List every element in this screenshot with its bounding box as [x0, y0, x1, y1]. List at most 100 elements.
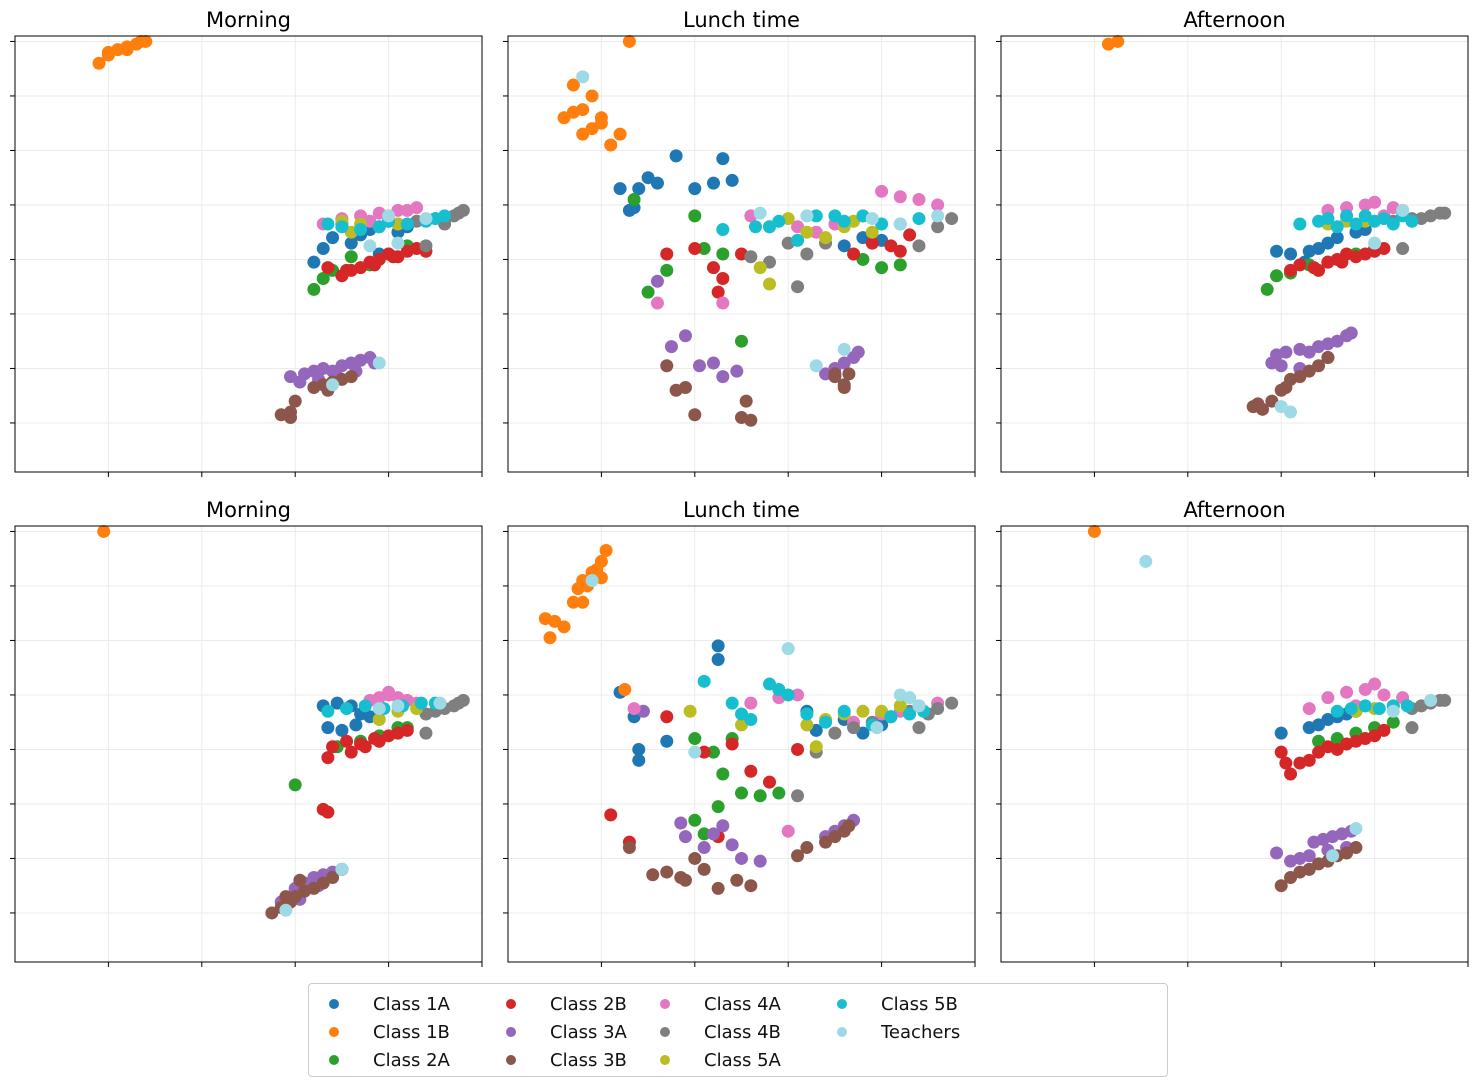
- data-point: [344, 236, 358, 250]
- axes-frame: [14, 525, 483, 963]
- data-point: [344, 250, 358, 264]
- data-point: [753, 206, 767, 220]
- data-point: [1274, 745, 1288, 759]
- data-point: [1377, 723, 1391, 737]
- data-point: [1368, 195, 1382, 209]
- legend-marker: [506, 1055, 516, 1065]
- data-point: [744, 250, 758, 264]
- data-point: [120, 43, 134, 57]
- axes-frame: [1000, 35, 1469, 473]
- data-point: [382, 209, 396, 223]
- data-point: [1396, 242, 1410, 256]
- data-point: [884, 710, 898, 724]
- data-point: [1087, 524, 1101, 538]
- data-point: [772, 214, 786, 228]
- legend-item: Class 2B: [506, 992, 627, 1016]
- data-point: [819, 715, 833, 729]
- data-point: [753, 854, 767, 868]
- data-point: [716, 296, 730, 310]
- panel-5: Lunch time: [503, 498, 976, 967]
- data-point: [912, 699, 926, 713]
- data-point: [92, 56, 106, 70]
- data-point: [1405, 721, 1419, 735]
- data-point: [372, 702, 386, 716]
- data-point: [688, 813, 702, 827]
- data-point: [358, 699, 372, 713]
- data-point: [678, 381, 692, 395]
- data-point: [1284, 247, 1298, 261]
- data-point: [847, 721, 861, 735]
- data-point: [372, 734, 386, 748]
- data-point: [688, 745, 702, 759]
- data-point: [340, 263, 354, 277]
- data-point: [1321, 351, 1335, 365]
- legend-item: Class 1A: [329, 992, 450, 1016]
- data-point: [1274, 726, 1288, 740]
- data-point: [706, 745, 720, 759]
- data-point: [800, 225, 814, 239]
- data-point: [321, 217, 335, 231]
- data-point: [711, 639, 725, 653]
- data-point: [739, 394, 753, 408]
- data-point: [1340, 209, 1354, 223]
- data-point: [1326, 849, 1340, 863]
- data-point: [912, 193, 926, 206]
- data-point: [791, 789, 805, 803]
- legend-label: Class 2B: [550, 993, 627, 1015]
- data-point: [865, 212, 879, 226]
- data-point: [856, 704, 870, 718]
- data-point: [1330, 704, 1344, 718]
- data-point: [1377, 212, 1391, 226]
- data-point: [372, 712, 386, 726]
- data-point: [697, 841, 711, 855]
- data-point: [697, 827, 711, 841]
- data-point: [618, 683, 632, 696]
- data-point: [683, 704, 697, 718]
- data-point: [931, 702, 945, 716]
- data-point: [543, 631, 557, 645]
- data-point: [650, 176, 664, 190]
- legend-label: Class 1B: [373, 1021, 450, 1043]
- data-point: [1260, 282, 1274, 296]
- data-point: [622, 34, 636, 48]
- panel-title: Morning: [206, 498, 291, 522]
- legend-marker: [506, 999, 516, 1009]
- panel-1: Morning: [10, 8, 483, 477]
- data-point: [391, 699, 405, 713]
- data-point: [1274, 400, 1288, 414]
- data-point: [791, 280, 805, 294]
- data-point: [688, 408, 702, 422]
- data-point: [1377, 688, 1391, 702]
- data-point: [725, 737, 739, 751]
- data-point: [1358, 209, 1372, 223]
- legend-item: Class 4B: [660, 1020, 781, 1044]
- data-point: [716, 247, 730, 261]
- data-point: [837, 342, 851, 356]
- data-point: [678, 830, 692, 844]
- data-point: [716, 222, 730, 236]
- data-point: [293, 873, 307, 887]
- data-point: [912, 721, 926, 735]
- data-point: [400, 217, 414, 231]
- data-point: [781, 688, 795, 702]
- data-point: [1321, 691, 1335, 705]
- data-point: [433, 696, 447, 710]
- data-point: [800, 841, 814, 855]
- data-point: [372, 356, 386, 370]
- data-point: [456, 203, 470, 217]
- data-point: [1321, 212, 1335, 226]
- legend-label: Class 5A: [704, 1049, 781, 1071]
- data-point: [875, 261, 889, 275]
- data-point: [688, 851, 702, 865]
- data-point: [627, 193, 641, 206]
- data-point: [716, 819, 730, 833]
- data-point: [1251, 397, 1265, 411]
- data-point: [1312, 263, 1326, 277]
- data-point: [749, 220, 763, 234]
- legend-item: Class 3B: [506, 1048, 627, 1072]
- data-point: [678, 873, 692, 887]
- data-point: [1386, 715, 1400, 729]
- data-point: [344, 370, 358, 384]
- data-point: [613, 182, 627, 196]
- data-point: [1344, 702, 1358, 716]
